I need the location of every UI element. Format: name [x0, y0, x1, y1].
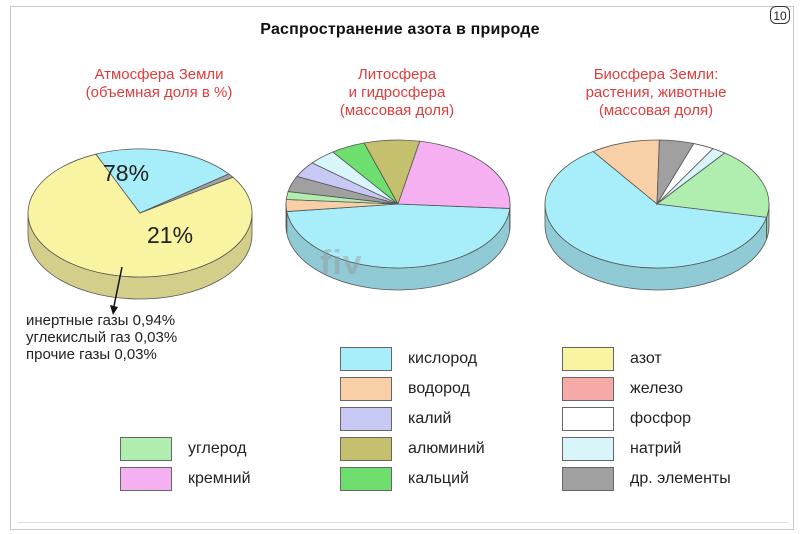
annotation-arrow-line — [113, 266, 123, 307]
legend-swatch — [340, 467, 392, 491]
pie-slice-азот — [27, 153, 253, 278]
legend-swatch — [340, 347, 392, 371]
slide-frame — [10, 6, 794, 530]
legend-label: кислород — [408, 350, 478, 367]
pie-title-atmosphere: Атмосфера Земли (объемная доля в %) — [85, 66, 233, 101]
legend-label: азот — [630, 350, 662, 367]
annotation-co2: углекислый газ 0,03% — [26, 329, 178, 346]
legend-swatch — [340, 407, 392, 431]
legend-swatch — [562, 437, 614, 461]
slice-label-78: 78% — [103, 160, 150, 186]
pie-slice-углерод — [655, 152, 770, 218]
pie-lithosphere — [285, 139, 511, 291]
pie-slice-кремний — [397, 140, 511, 209]
legend-label: натрий — [630, 440, 682, 457]
legend-swatch — [562, 347, 614, 371]
slide-number: 10 — [770, 6, 790, 24]
pie-slice-кислород — [95, 148, 230, 214]
pie-biosphere — [544, 139, 770, 291]
legend-label: углерод — [188, 440, 247, 457]
footer-divider — [18, 522, 788, 523]
legend-swatch — [120, 437, 172, 461]
pie-slice-кислород — [286, 203, 511, 269]
legend-label: кальций — [408, 470, 469, 487]
slice-label-21: 21% — [147, 222, 194, 248]
pie-slice-др. элементы — [139, 173, 234, 214]
pie-title-lithosphere: Литосфера и гидросфера (массовая доля) — [339, 66, 455, 119]
legend-label: фосфор — [630, 410, 692, 427]
annotation-arrow-head — [110, 305, 118, 315]
legend-swatch — [562, 377, 614, 401]
legend-label: др. элементы — [630, 470, 731, 487]
legend-swatch — [340, 437, 392, 461]
legend-label: кремний — [188, 470, 251, 487]
legend-swatch — [562, 467, 614, 491]
legend-label: алюминий — [408, 440, 485, 457]
pie-atmosphere — [27, 148, 253, 300]
watermark: fiv — [320, 244, 363, 282]
legend-swatch — [340, 377, 392, 401]
legend-label: железо — [630, 380, 684, 397]
legend-swatch — [120, 467, 172, 491]
legend-label: калий — [408, 410, 452, 427]
pie-slice-кислород — [544, 150, 768, 269]
legend-swatch — [562, 407, 614, 431]
annotation-other-gases: прочие газы 0,03% — [26, 346, 157, 363]
pie-title-biosphere: Биосфера Земли: растения, животные (масс… — [585, 66, 727, 119]
slide-title: Распространение азота в природе — [260, 21, 540, 38]
legend-label: водород — [408, 380, 470, 397]
annotation-inert-gases: инертные газы 0,94% — [26, 312, 176, 329]
